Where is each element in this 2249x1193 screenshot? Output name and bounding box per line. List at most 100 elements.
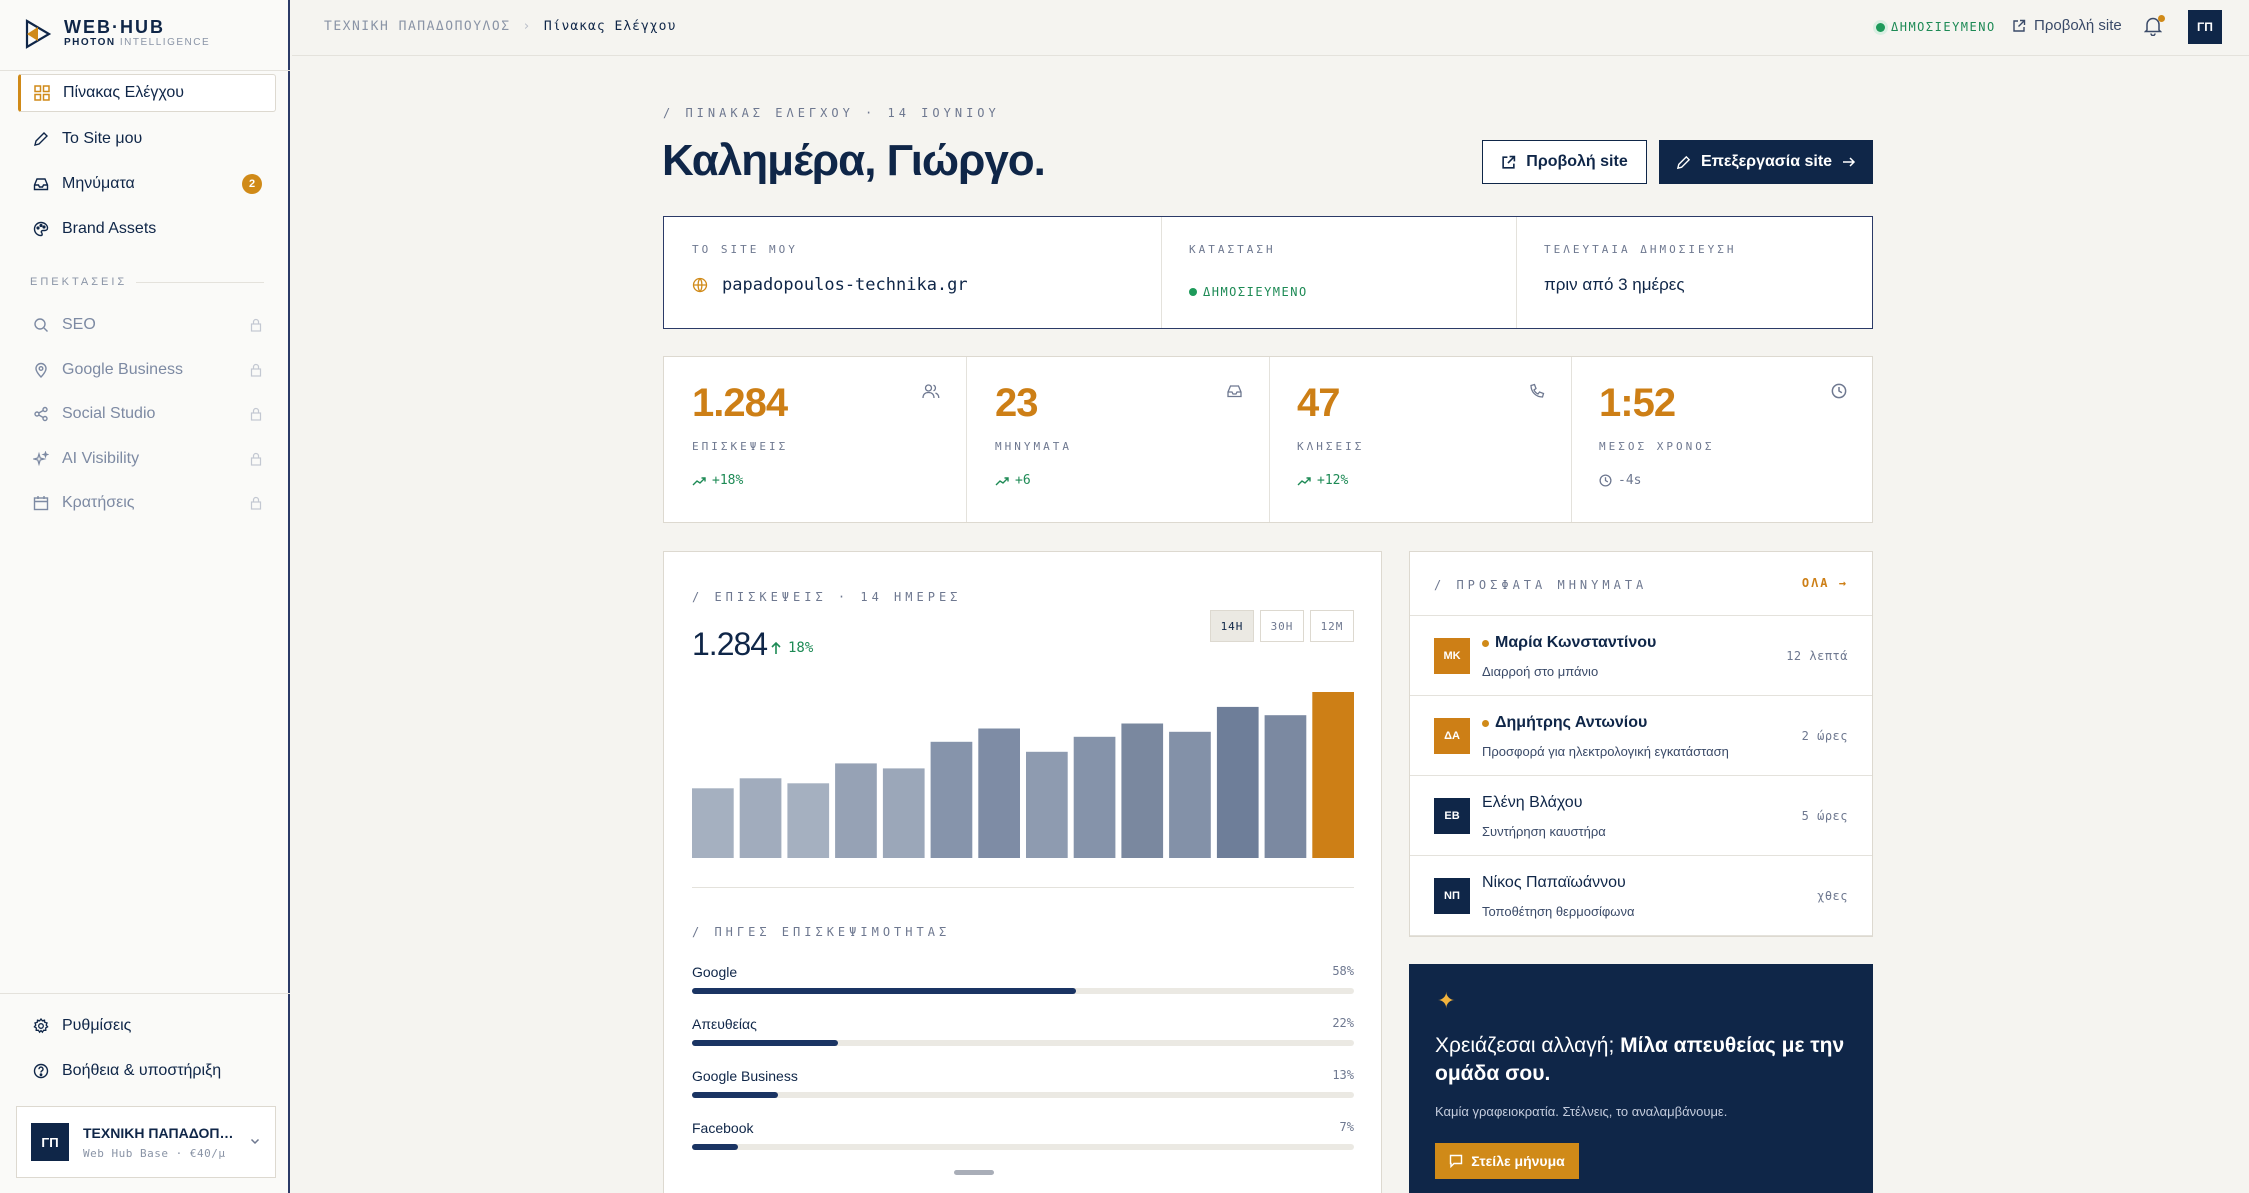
range-14d-button[interactable]: 14Η	[1210, 610, 1254, 642]
lock-icon	[250, 452, 262, 466]
lock-icon	[250, 496, 262, 510]
sidebar-item-label: Ρυθμίσεις	[62, 1017, 132, 1034]
logo-mark-icon	[25, 19, 52, 49]
visits-bar-13[interactable]	[1264, 715, 1307, 858]
sidebar-item-ai-visibility[interactable]: AI Visibility	[18, 440, 276, 478]
sender-name-text: Μαρία Κωνσταντίνου	[1495, 634, 1657, 651]
sidebar-item-seo[interactable]: SEO	[18, 306, 276, 344]
help-icon	[32, 1062, 50, 1080]
arrow-up-icon	[771, 641, 781, 654]
traffic-source-percent: 58%	[1332, 964, 1354, 978]
scroll-handle[interactable]	[954, 1170, 994, 1175]
visits-bar-14[interactable]	[1312, 692, 1354, 858]
sidebar-item-label: AI Visibility	[62, 450, 140, 467]
status-dot	[1189, 288, 1197, 296]
message-row[interactable]: ΔΑ Δημήτρης Αντωνίου Προσφορά για ηλεκτρολ…	[1410, 696, 1872, 776]
inbox-icon	[32, 175, 50, 193]
brand-subtitle: PHOTON INTELLIGENCE	[64, 37, 211, 48]
visits-delta: 18%	[770, 640, 813, 656]
stat-delta: -4s	[1599, 473, 1641, 488]
sidebar-item-label: Πίνακας Ελέγχου	[63, 84, 184, 101]
message-row[interactable]: ΜΚ Μαρία Κωνσταντίνου Διαρροή στο μπάνιο 12…	[1410, 616, 1872, 696]
visits-bar-11[interactable]	[1169, 731, 1211, 858]
range-12m-button[interactable]: 12Μ	[1310, 610, 1354, 642]
stat-messages[interactable]: 23 ΜΗΝΥΜΑΤΑ +6	[967, 357, 1269, 522]
stat-avg-time[interactable]: 1:52 ΜΕΣΟΣ ΧΡΟΝΟΣ -4s	[1571, 357, 1873, 522]
sidebar-item-label: Το Site μου	[62, 130, 143, 147]
account-switcher[interactable]: ΓΠ ΤΕΧΝΙΚΗ ΠΑΠΑΔΟΠ… Web Hub Base · €40/μ	[16, 1106, 276, 1178]
share-icon	[32, 405, 50, 423]
topbar-view-site-link[interactable]: Προβολή site	[2012, 17, 2122, 34]
sidebar-item-label: Social Studio	[62, 405, 156, 422]
range-30d-button[interactable]: 30Η	[1260, 610, 1304, 642]
send-message-button[interactable]: Στείλε μήνυμα	[1435, 1143, 1579, 1179]
stat-label: ΚΛΗΣΕΙΣ	[1297, 440, 1365, 453]
visits-bar-6[interactable]	[930, 741, 973, 858]
sidebar-item-settings[interactable]: Ρυθμίσεις	[18, 1007, 276, 1045]
last-published-section: ΤΕΛΕΥΤΑΙΑ ΔΗΜΟΣΙΕΥΣΗ πριν από 3 ημέρες	[1516, 217, 1872, 328]
sidebar-item-google-business[interactable]: Google Business	[18, 351, 276, 389]
breadcrumb-current: Πίνακας Ελέγχου	[543, 19, 677, 34]
breadcrumb-company[interactable]: ΤΕΧΝΙΚΗ ΠΑΠΑΔΟΠΟΥΛΟΣ	[324, 19, 511, 34]
account-name: ΤΕΧΝΙΚΗ ΠΑΠΑΔΟΠ…	[83, 1124, 234, 1141]
visits-bar-2[interactable]	[739, 778, 782, 858]
message-row[interactable]: ΝΠ Νίκος Παπαϊωάννου Τοποθέτηση θερμοσίφων…	[1410, 856, 1872, 936]
brand-logo[interactable]: WEB·HUB PHOTON INTELLIGENCE	[24, 14, 210, 54]
visits-bar-10[interactable]	[1121, 723, 1164, 859]
sidebar-item-messages[interactable]: Μηνύματα 2	[18, 165, 276, 203]
visits-bar-9[interactable]	[1073, 736, 1116, 858]
visits-bar-12[interactable]	[1216, 706, 1259, 858]
visits-bar-7[interactable]	[978, 728, 1020, 859]
sidebar-item-help[interactable]: Βοήθεια & υποστήριξη	[18, 1052, 276, 1090]
last-published-label: ΤΕΛΕΥΤΑΙΑ ΔΗΜΟΣΙΕΥΣΗ	[1544, 243, 1737, 256]
message-row[interactable]: ΕΒ Ελένη Βλάχου Συντήρηση καυστήρα 5 ώρες	[1410, 776, 1872, 856]
stat-value: 47	[1297, 381, 1340, 425]
sender-name: Δημήτρης Αντωνίου	[1482, 714, 1647, 732]
stat-value: 23	[995, 381, 1038, 425]
edit-site-button[interactable]: Επεξεργασία site	[1659, 140, 1873, 184]
lock-icon	[250, 318, 262, 332]
page-kicker: / ΠΙΝΑΚΑΣ ΕΛΕΓΧΟΥ · 14 ΙΟΥΝΙΟΥ	[663, 106, 1000, 120]
visits-bar-5[interactable]	[882, 768, 925, 858]
visits-bar-4[interactable]	[835, 763, 877, 858]
sidebar-item-social-studio[interactable]: Social Studio	[18, 395, 276, 433]
trend-up-icon	[692, 476, 706, 485]
stat-calls[interactable]: 47 ΚΛΗΣΕΙΣ +12%	[1269, 357, 1571, 522]
sender-name: Ελένη Βλάχου	[1482, 794, 1582, 812]
sidebar-item-bookings[interactable]: Κρατήσεις	[18, 484, 276, 522]
sidebar-item-label: Κρατήσεις	[62, 494, 135, 511]
message-subject: Τοποθέτηση θερμοσίφωνα	[1482, 904, 1635, 919]
all-messages-label: ΟΛΑ	[1801, 576, 1830, 590]
notifications-button[interactable]	[2143, 15, 2165, 41]
pencil-icon	[32, 130, 50, 148]
breadcrumb: ΤΕΧΝΙΚΗ ΠΑΠΑΔΟΠΟΥΛΟΣ › Πίνακας Ελέγχου	[324, 19, 676, 34]
stat-delta: +12%	[1297, 473, 1348, 488]
palette-icon	[32, 220, 50, 238]
trend-up-icon	[1297, 476, 1311, 485]
stat-visits[interactable]: 1.284 ΕΠΙΣΚΕΨΕΙΣ +18%	[664, 357, 966, 522]
visits-bar-1[interactable]	[692, 788, 734, 858]
sidebar-item-dashboard[interactable]: Πίνακας Ελέγχου	[18, 74, 276, 112]
sender-name-text: Ελένη Βλάχου	[1482, 794, 1583, 811]
visits-delta-text: 18%	[788, 640, 814, 656]
site-status-section: ΚΑΤΑΣΤΑΣΗ ΔΗΜΟΣΙΕΥΜΕΝΟ	[1161, 217, 1516, 328]
sidebar-item-my-site[interactable]: Το Site μου	[18, 120, 276, 158]
view-site-button[interactable]: Προβολή site	[1482, 140, 1647, 184]
visits-bar-3[interactable]	[787, 783, 830, 858]
site-domain[interactable]: papadopoulos-technika.gr	[692, 275, 968, 295]
status-dot	[1876, 22, 1885, 32]
sidebar-item-brand-assets[interactable]: Brand Assets	[18, 210, 276, 248]
message-time: 12 λεπτά	[1786, 649, 1848, 663]
visits-bar-8[interactable]	[1026, 751, 1068, 858]
site-domain-section: ΤΟ SITE ΜΟΥ papadopoulos-technika.gr	[664, 217, 1161, 328]
recent-messages-card: / ΠΡΟΣΦΑΤΑ ΜΗΝΥΜΑΤΑ ΟΛΑ → ΜΚ Μαρία Κωνστα…	[1409, 551, 1873, 937]
traffic-source-name: Google Business	[692, 1068, 798, 1084]
page-title: Καλημέρα, Γιώργο.	[662, 136, 1046, 186]
traffic-source-bar-track	[692, 1040, 1354, 1046]
user-avatar[interactable]: ΓΠ	[2188, 10, 2222, 44]
sidebar-divider	[0, 70, 290, 71]
all-messages-link[interactable]: ΟΛΑ →	[1802, 576, 1848, 590]
external-link-icon	[1502, 155, 1516, 169]
lock-icon	[250, 407, 262, 421]
account-plan: Web Hub Base · €40/μ	[83, 1146, 226, 1160]
